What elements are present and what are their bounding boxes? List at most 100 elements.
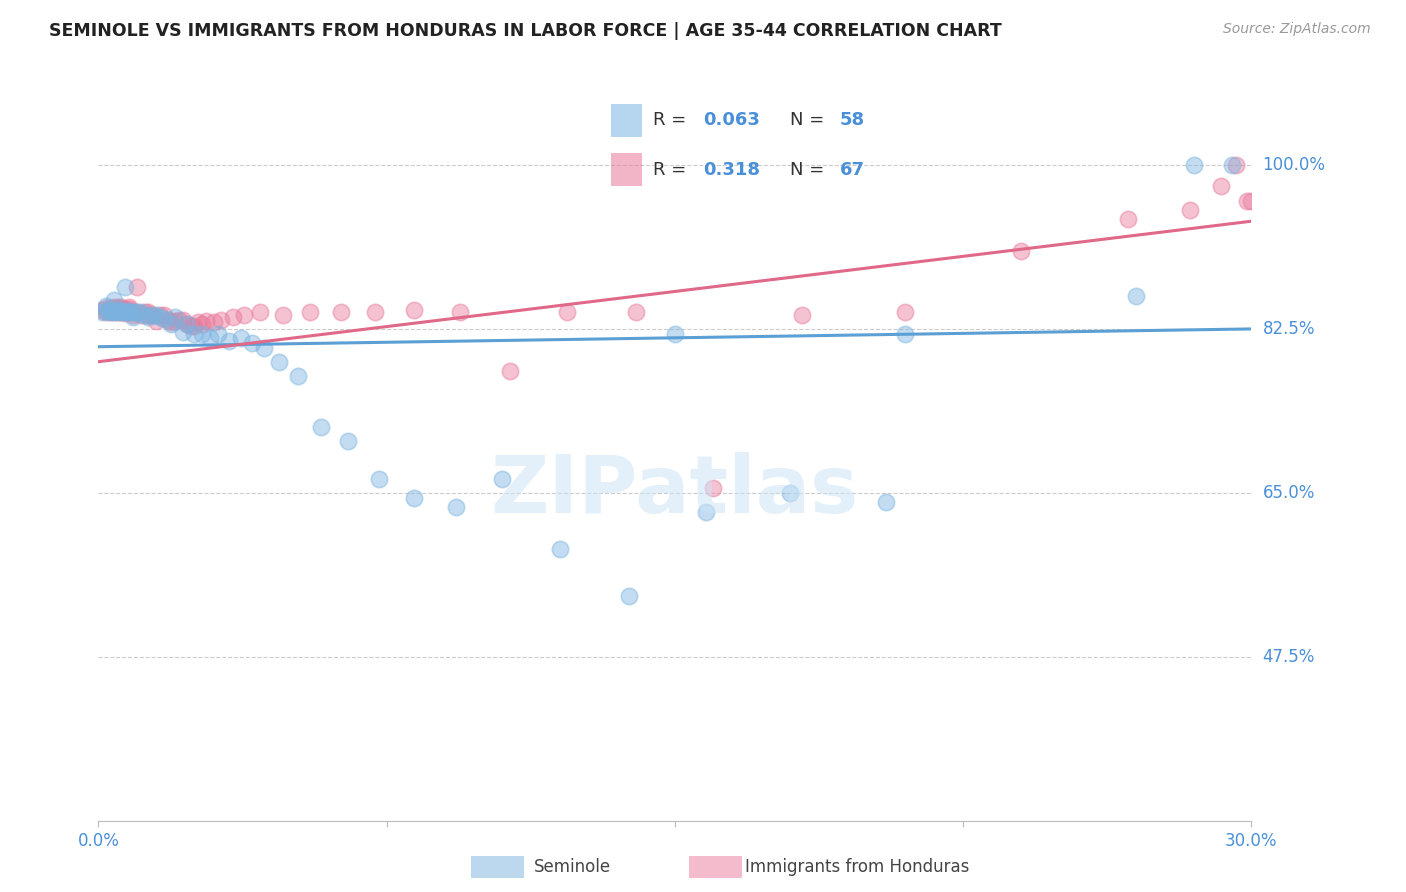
Point xyxy=(152,308,174,322)
Point xyxy=(165,314,187,328)
Point xyxy=(107,305,129,319)
Point xyxy=(202,315,225,329)
Text: 67: 67 xyxy=(839,161,865,178)
Point xyxy=(287,368,309,383)
Point xyxy=(110,304,132,318)
Point xyxy=(122,305,145,319)
Text: 0.0%: 0.0% xyxy=(77,831,120,850)
Point xyxy=(110,305,132,319)
Point xyxy=(98,301,121,316)
Text: N =: N = xyxy=(790,112,824,129)
Text: 0.318: 0.318 xyxy=(703,161,761,178)
Point xyxy=(103,305,125,319)
Point xyxy=(894,326,917,341)
Point xyxy=(402,303,425,318)
Point xyxy=(368,472,391,486)
Text: 100.0%: 100.0% xyxy=(1263,156,1326,174)
Point xyxy=(1225,158,1247,172)
Point xyxy=(107,305,129,319)
Point xyxy=(141,308,163,322)
Point xyxy=(249,305,271,319)
Point xyxy=(240,336,263,351)
Point xyxy=(91,305,114,319)
Point xyxy=(548,542,571,557)
Point xyxy=(145,308,167,322)
Point xyxy=(98,304,121,318)
Point xyxy=(138,308,160,322)
Point xyxy=(195,314,218,328)
Point xyxy=(229,331,252,345)
Point xyxy=(198,331,221,345)
Point xyxy=(118,305,141,319)
Point xyxy=(695,505,717,519)
Text: ZIPatlas: ZIPatlas xyxy=(491,452,859,530)
Point xyxy=(364,305,387,319)
Point xyxy=(165,310,187,324)
Point xyxy=(218,334,240,348)
Point xyxy=(94,299,117,313)
Point xyxy=(626,305,648,319)
Point xyxy=(209,312,232,326)
Point xyxy=(118,305,141,319)
Point xyxy=(183,326,205,341)
Point xyxy=(160,315,183,329)
Text: Seminole: Seminole xyxy=(534,858,612,876)
Point xyxy=(129,305,152,319)
Text: Immigrants from Honduras: Immigrants from Honduras xyxy=(745,858,970,876)
Point xyxy=(103,301,125,315)
FancyBboxPatch shape xyxy=(610,104,641,136)
Point xyxy=(114,304,136,318)
Point xyxy=(1178,202,1201,217)
Point xyxy=(107,303,129,318)
Point xyxy=(107,304,129,318)
Text: 0.063: 0.063 xyxy=(703,112,761,129)
Point xyxy=(1182,158,1205,172)
Text: N =: N = xyxy=(790,161,824,178)
Point xyxy=(110,301,132,315)
Text: SEMINOLE VS IMMIGRANTS FROM HONDURAS IN LABOR FORCE | AGE 35-44 CORRELATION CHAR: SEMINOLE VS IMMIGRANTS FROM HONDURAS IN … xyxy=(49,22,1002,40)
Point xyxy=(114,305,136,319)
Point xyxy=(207,326,229,341)
Point xyxy=(1125,289,1147,303)
Point xyxy=(122,305,145,319)
Point xyxy=(790,308,813,322)
Point xyxy=(125,280,148,294)
Point xyxy=(152,311,174,326)
Point xyxy=(172,312,194,326)
Point xyxy=(702,481,724,495)
Text: 30.0%: 30.0% xyxy=(1225,831,1278,850)
Point xyxy=(122,310,145,324)
Text: 58: 58 xyxy=(839,112,865,129)
Text: Source: ZipAtlas.com: Source: ZipAtlas.com xyxy=(1223,22,1371,37)
Point xyxy=(176,318,198,332)
Point xyxy=(183,319,205,334)
FancyBboxPatch shape xyxy=(610,153,641,186)
Point xyxy=(145,314,167,328)
Point xyxy=(617,589,640,603)
Point xyxy=(103,305,125,319)
Point xyxy=(329,305,352,319)
Text: 82.5%: 82.5% xyxy=(1263,320,1315,338)
Point xyxy=(176,318,198,332)
Point xyxy=(1118,212,1140,227)
Point xyxy=(110,305,132,319)
Point xyxy=(555,305,578,319)
Point xyxy=(222,310,245,324)
Point xyxy=(134,308,156,322)
Point xyxy=(337,434,360,449)
Text: 47.5%: 47.5% xyxy=(1263,648,1315,665)
Point xyxy=(779,486,801,500)
Point xyxy=(233,308,256,322)
Point xyxy=(894,305,917,319)
Point xyxy=(114,280,136,294)
Point xyxy=(149,310,172,324)
Point xyxy=(118,304,141,318)
Point xyxy=(402,491,425,505)
Point xyxy=(191,326,214,341)
Point xyxy=(122,308,145,322)
Point xyxy=(1010,244,1032,259)
Point xyxy=(118,302,141,317)
Point xyxy=(103,303,125,318)
Point xyxy=(125,305,148,319)
Point xyxy=(172,325,194,339)
